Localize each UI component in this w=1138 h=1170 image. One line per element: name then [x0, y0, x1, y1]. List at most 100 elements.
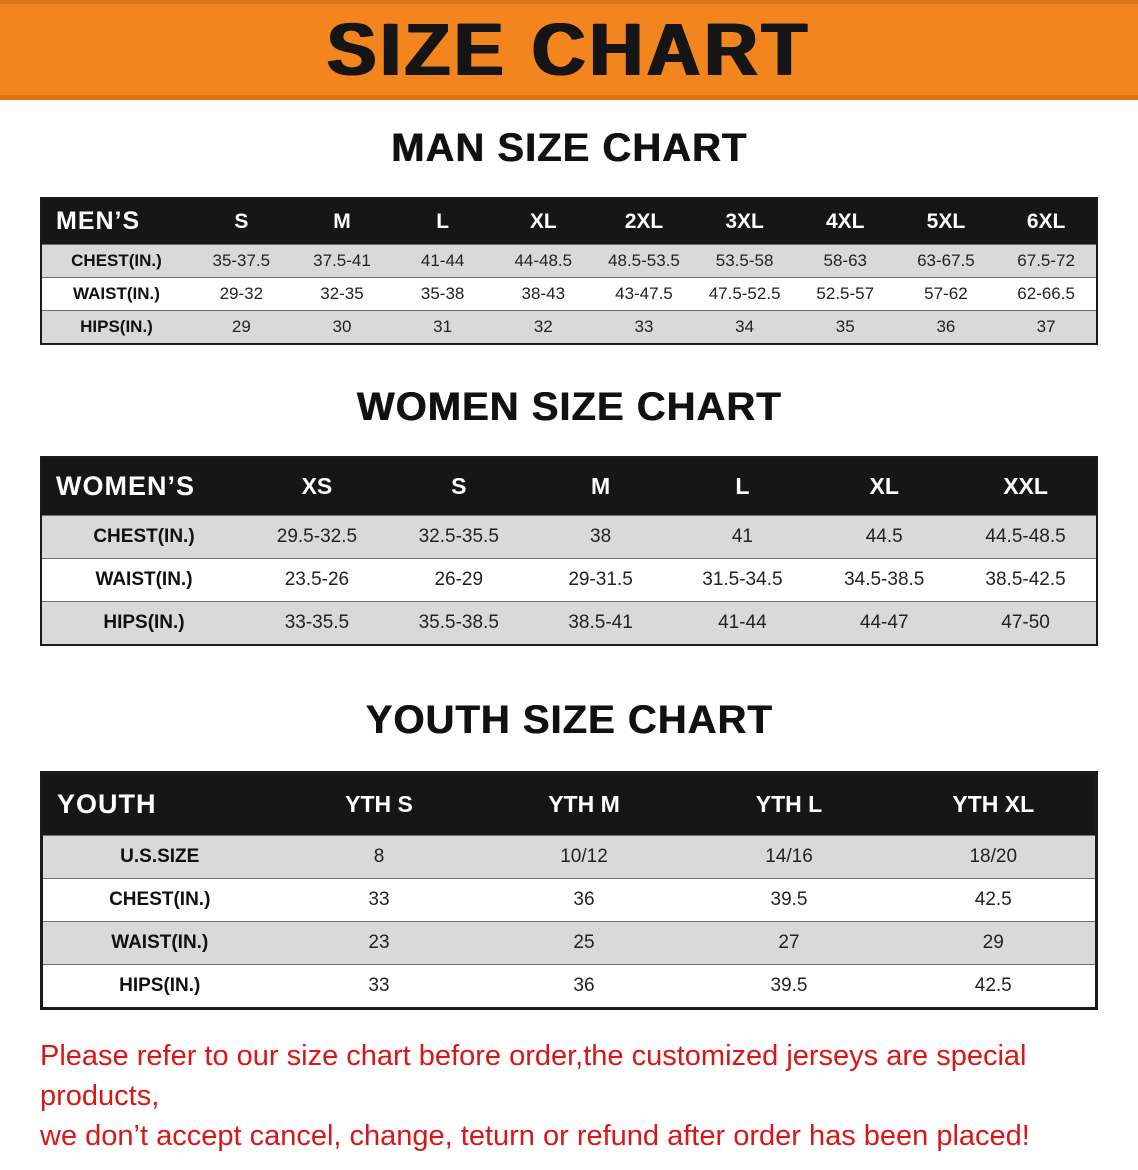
size-header-cell: XL: [813, 457, 956, 516]
size-value-cell: 29-31.5: [568, 569, 633, 590]
size-value-cell: 47.5-52.5: [708, 284, 781, 303]
women-size-table: WOMEN’S XS S M L XL XXL CHEST(IN.) 29.5-32.5 32.5…: [40, 456, 1098, 646]
size-value-cell: 35: [835, 317, 855, 336]
size-value-cell: 33: [368, 975, 390, 996]
row-label: U.S.SIZE: [120, 846, 200, 867]
size-header-cell: M: [291, 198, 393, 245]
table-row: HIPS(IN.) 33-35.5 35.5-38.5 38.5-41 41-44 44-…: [41, 601, 1097, 645]
size-header-cell: YTH XL: [891, 772, 1097, 836]
size-header-cell: S: [387, 457, 530, 516]
size-value-cell: 36: [573, 889, 595, 910]
disclaimer-line-2: we don’t accept cancel, change, teturn o…: [40, 1120, 1030, 1152]
table-title-cell: WOMEN’S: [41, 457, 246, 516]
size-value-cell: 33-35.5: [284, 612, 350, 633]
table-header-row: YOUTH YTH S YTH M YTH L YTH XL: [41, 772, 1097, 836]
size-value-cell: 44-47: [859, 612, 909, 633]
youth-size-chart-section: YOUTH SIZE CHART YOUTH YTH S YTH M YTH L YTH…: [0, 698, 1138, 1010]
table-header-row: WOMEN’S XS S M L XL XXL: [41, 457, 1097, 516]
row-label: WAIST(IN.): [73, 284, 160, 303]
size-value-cell: 44.5-48.5: [985, 526, 1066, 547]
size-value-cell: 39.5: [770, 889, 808, 910]
size-value-cell: 36: [936, 317, 956, 336]
size-value-cell: 63-67.5: [917, 251, 975, 270]
size-value-cell: 32: [533, 317, 553, 336]
size-header-cell: XL: [492, 198, 594, 245]
banner-title: SIZE CHART: [327, 7, 811, 91]
size-chart-banner: SIZE CHART: [0, 0, 1138, 100]
size-value-cell: 31.5-34.5: [702, 569, 783, 590]
size-header-cell: YTH S: [276, 772, 482, 836]
size-value-cell: 30: [332, 317, 352, 336]
size-header-cell: 6XL: [996, 198, 1097, 245]
size-value-cell: 33: [634, 317, 654, 336]
row-label: HIPS(IN.): [80, 317, 153, 336]
size-header-cell: XXL: [955, 457, 1097, 516]
size-header-cell: XS: [246, 457, 388, 516]
size-value-cell: 35-38: [420, 284, 465, 303]
size-header-cell: 2XL: [593, 198, 695, 245]
size-value-cell: 29-32: [219, 284, 264, 303]
size-value-cell: 38: [590, 526, 612, 547]
size-value-cell: 48.5-53.5: [608, 251, 680, 270]
size-value-cell: 32.5-35.5: [418, 526, 499, 547]
size-value-cell: 23.5-26: [284, 569, 350, 590]
size-value-cell: 43-47.5: [615, 284, 673, 303]
row-label: WAIST(IN.): [111, 932, 209, 953]
size-header-cell: S: [191, 198, 292, 245]
disclaimer: Please refer to our size chart before or…: [40, 1036, 1098, 1156]
disclaimer-line-1: Please refer to our size chart before or…: [40, 1040, 1027, 1112]
size-header-cell: 3XL: [694, 198, 795, 245]
youth-size-table: YOUTH YTH S YTH M YTH L YTH XL U.S.SIZE 8 10/12…: [40, 771, 1098, 1010]
size-value-cell: 53.5-58: [715, 251, 774, 270]
size-value-cell: 47-50: [1001, 612, 1050, 633]
women-size-chart-heading: WOMEN SIZE CHART: [356, 385, 782, 429]
size-header-cell: 5XL: [895, 198, 997, 245]
size-value-cell: 44-48.5: [514, 251, 573, 270]
size-value-cell: 35-37.5: [212, 251, 271, 270]
size-value-cell: 41-44: [420, 251, 465, 270]
size-value-cell: 18/20: [969, 846, 1018, 867]
table-row: WAIST(IN.) 23 25 27 29: [41, 921, 1097, 965]
size-value-cell: 39.5: [770, 975, 808, 996]
table-row: CHEST(IN.) 29.5-32.5 32.5-35.5 38 41 44.5 44.5…: [41, 515, 1097, 559]
size-value-cell: 38-43: [521, 284, 566, 303]
size-value-cell: 26-29: [434, 569, 484, 590]
size-header-cell: YTH M: [481, 772, 687, 836]
row-label: WAIST(IN.): [95, 569, 193, 590]
size-value-cell: 62-66.5: [1017, 284, 1075, 303]
size-value-cell: 25: [573, 932, 595, 953]
man-size-table: MEN’S S M L XL 2XL 3XL 4XL 5XL 6XL CHEST(IN.) 35-37…: [40, 197, 1098, 345]
row-label: CHEST(IN.): [109, 889, 211, 910]
table-row: U.S.SIZE 8 10/12 14/16 18/20: [41, 835, 1097, 879]
size-value-cell: 29: [231, 317, 251, 336]
size-value-cell: 42.5: [974, 975, 1012, 996]
table-header-row: MEN’S S M L XL 2XL 3XL 4XL 5XL 6XL: [41, 198, 1097, 245]
size-value-cell: 29.5-32.5: [276, 526, 358, 547]
table-row: HIPS(IN.) 29 30 31 32 33 34 35 36 37: [41, 310, 1097, 344]
table-row: WAIST(IN.) 29-32 32-35 35-38 38-43 43-47.5 47.…: [41, 277, 1097, 311]
size-value-cell: 52.5-57: [816, 284, 875, 303]
size-value-cell: 67.5-72: [1017, 251, 1075, 270]
size-header-cell: 4XL: [794, 198, 896, 245]
size-value-cell: 36: [573, 975, 595, 996]
size-value-cell: 44.5: [865, 526, 903, 547]
size-value-cell: 35.5-38.5: [418, 612, 499, 633]
table-row: CHEST(IN.) 35-37.5 37.5-41 41-44 44-48.5 48.5…: [41, 244, 1097, 278]
size-value-cell: 32-35: [320, 284, 364, 303]
size-value-cell: 41-44: [718, 612, 767, 633]
size-header-cell: L: [392, 198, 493, 245]
size-value-cell: 58-63: [823, 251, 867, 270]
size-value-cell: 8: [373, 846, 385, 867]
size-value-cell: 29: [982, 932, 1004, 953]
table-row: WAIST(IN.) 23.5-26 26-29 29-31.5 31.5-34.5 34…: [41, 558, 1097, 602]
row-label: HIPS(IN.): [103, 612, 185, 633]
size-value-cell: 57-62: [924, 284, 968, 303]
size-value-cell: 38.5-42.5: [985, 569, 1066, 590]
women-size-chart-section: WOMEN SIZE CHART WOMEN’S XS S M L XL XXL CHEST(…: [0, 385, 1138, 646]
size-value-cell: 34: [735, 317, 755, 336]
size-value-cell: 37.5-41: [313, 251, 371, 270]
man-size-chart-heading: MAN SIZE CHART: [390, 126, 748, 170]
size-value-cell: 34.5-38.5: [844, 569, 925, 590]
size-value-cell: 14/16: [765, 846, 813, 867]
size-value-cell: 23: [368, 932, 390, 953]
